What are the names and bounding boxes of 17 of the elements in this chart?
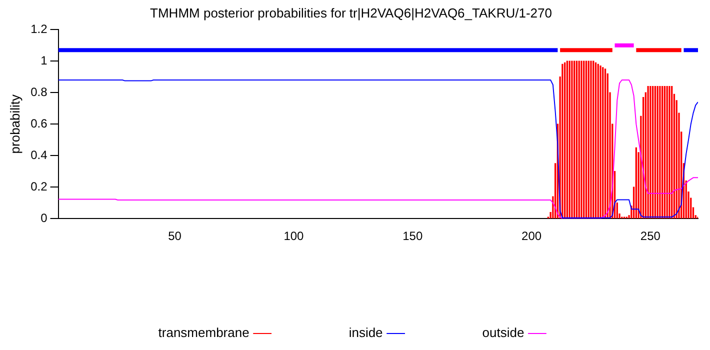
y-tick-label: 1.2 [30,22,48,36]
y-tick-label: 0.2 [30,179,48,194]
x-tick-label: 200 [522,229,542,244]
y-tick-label: 1 [40,53,48,68]
y-axis-title: probability [7,94,22,154]
y-tick-label: 0.8 [30,84,48,99]
legend-label: inside [348,325,383,340]
chart-title: TMHMM posterior probabilities for tr|H2VAQ6|H2VAQ6_TAKRU/1-270 [150,5,552,20]
legend-label: outside [482,325,524,340]
x-tick-label: 250 [640,229,661,244]
x-tick-label: 100 [284,229,304,244]
y-tick-label: 0.4 [30,148,48,162]
x-tick-label: 50 [168,229,182,244]
legend-label: transmembrane [158,325,250,340]
y-tick-label: 0 [40,210,48,225]
x-tick-label: 150 [402,229,423,244]
y-tick-label: 0.6 [30,116,48,130]
